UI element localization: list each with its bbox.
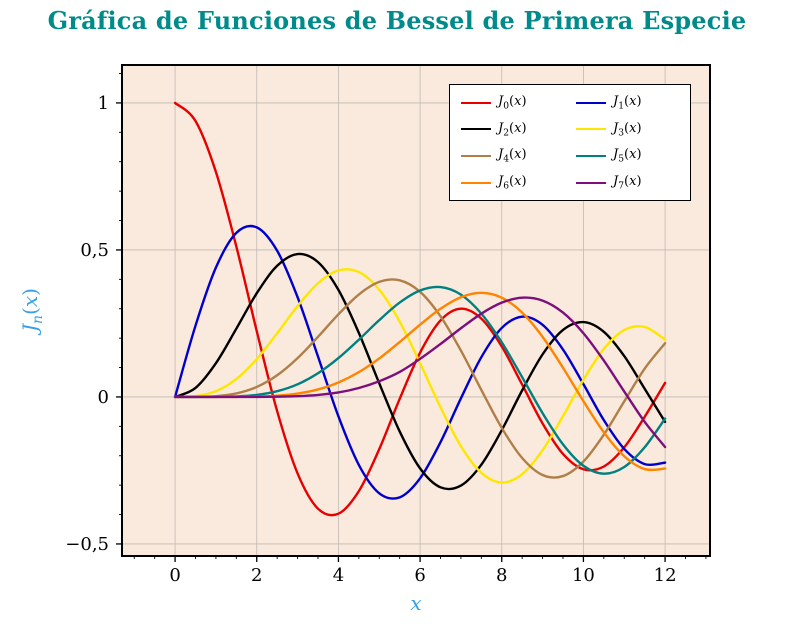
curve-J1x [173, 224, 667, 500]
y-tick-label: 0,5 [80, 240, 109, 261]
legend-swatch [576, 101, 606, 104]
x-tick-label: 4 [333, 565, 344, 586]
y-tick-label: 1 [98, 93, 109, 114]
legend-item-J4x: J4(x) [461, 147, 564, 165]
legend-item-J0x: J0(x) [461, 94, 564, 112]
legend-label: J2(x) [498, 120, 527, 139]
curve-J3x [173, 268, 667, 484]
legend-swatch [461, 101, 491, 104]
x-tick-label: 12 [654, 565, 677, 586]
legend-item-J2x: J2(x) [461, 120, 564, 139]
legend-swatch [461, 128, 491, 131]
legend-item-J3x: J3(x) [576, 120, 679, 139]
legend-label: J0(x) [498, 94, 527, 112]
x-tick-label: 2 [251, 565, 262, 586]
legend-item-J1x: J1(x) [576, 94, 679, 112]
chart-title: Gráfica de Funciones de Bessel de Primer… [47, 6, 747, 35]
legend-label: J7(x) [613, 173, 642, 192]
y-axis-label: Jn(x) [18, 288, 46, 332]
legend: J0(x) J1(x) J2(x) J3(x) J4(x) J5(x) J6(x) J7(x) [449, 84, 691, 202]
legend-swatch [576, 154, 606, 157]
legend-swatch [461, 181, 491, 184]
x-tick-label: 8 [496, 565, 507, 586]
legend-item-J6x: J6(x) [461, 173, 564, 192]
plot-frame [121, 64, 711, 557]
curve-J2x [173, 252, 667, 491]
legend-label: J4(x) [498, 147, 527, 165]
legend-item-J5x: J5(x) [576, 147, 679, 165]
legend-label: J1(x) [613, 94, 642, 112]
legend-item-J7x: J7(x) [576, 173, 679, 192]
legend-label: J3(x) [613, 120, 642, 139]
tick-labels: 0 2 4 6 8 10 12 −0,5 0 0,5 1 [65, 93, 676, 586]
curve-J7x [173, 296, 667, 449]
x-axis-label: x [410, 591, 422, 615]
y-tick-label: −0,5 [65, 534, 109, 555]
x-tick-label: 6 [414, 565, 425, 586]
curve-J5x [173, 285, 667, 475]
y-tick-label: 0 [98, 387, 109, 408]
legend-swatch [576, 181, 606, 184]
legend-label: J5(x) [613, 147, 642, 165]
legend-swatch [576, 128, 606, 131]
legend-swatch [461, 154, 491, 157]
x-tick-label: 10 [572, 565, 595, 586]
x-tick-label: 0 [169, 565, 180, 586]
legend-label: J6(x) [498, 173, 527, 192]
series-curves [173, 101, 667, 517]
curve-J4x [173, 278, 667, 479]
